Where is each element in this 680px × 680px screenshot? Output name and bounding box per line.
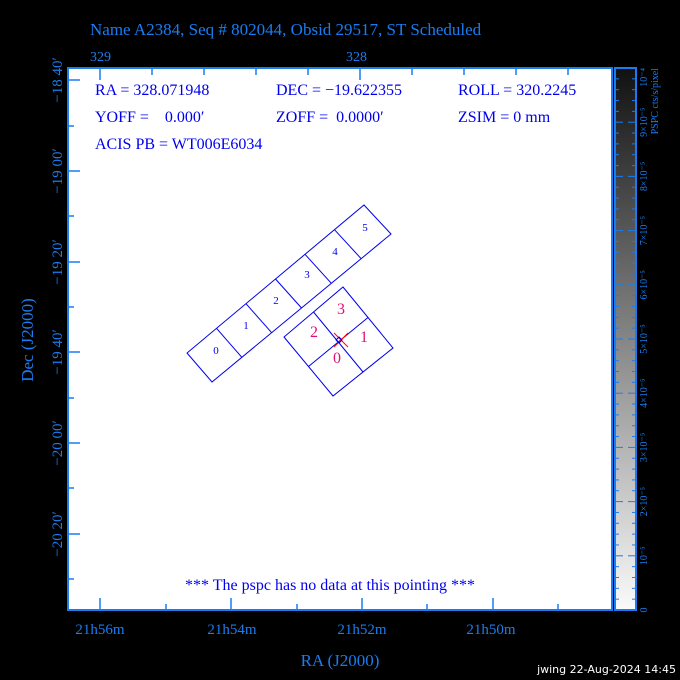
acis-s-divider (304, 253, 332, 284)
dec-value: DEC = −19.622355 (276, 82, 402, 99)
colorbar-label: 3×10⁻⁵ (639, 433, 650, 462)
colorbar-label: 6×10⁻⁵ (639, 270, 650, 299)
footer-timestamp: jwing 22-Aug-2024 14:45 (536, 663, 676, 676)
acis-i-chip-label: 1 (360, 329, 368, 346)
y-axis-title: Dec (J2000) (18, 298, 37, 382)
acis-i-chip-label: 0 (333, 350, 341, 367)
colorbar-label: 5×10⁻⁵ (639, 324, 650, 353)
acis-s-chip-label: 2 (273, 295, 279, 307)
acis-s-divider (245, 303, 273, 333)
colorbar-label: 7×10⁻⁵ (639, 216, 650, 245)
aimpoint-marker (333, 332, 349, 348)
colorbar-label: 4×10⁻⁵ (639, 378, 650, 407)
colorbar-label: 10⁻⁴ (639, 67, 650, 86)
acis-s-chip-label: 3 (304, 269, 310, 281)
colorbar-label: 9×10⁻⁵ (639, 107, 650, 136)
acis-s-chip-label: 4 (332, 246, 338, 258)
bottom-axis-label: 21h50m (466, 622, 516, 638)
acis-i-chip-label: 3 (337, 301, 345, 318)
acis-s-array (186, 204, 392, 383)
left-axis-label: −19 20′ (50, 239, 66, 285)
left-axis-label: −20 20′ (50, 511, 66, 557)
left-axis-label: −20 00′ (50, 420, 66, 466)
bottom-axis-label: 21h52m (337, 622, 387, 638)
bottom-axis-label: 21h56m (75, 622, 125, 638)
acis-s-divider (275, 278, 302, 309)
colorbar-label: 8×10⁻⁵ (639, 162, 650, 191)
bottom-axis-label: 21h54m (207, 622, 257, 638)
top-axis-label: 328 (346, 50, 367, 65)
acis-s-chip-label: 5 (362, 222, 368, 234)
colorbar-label: 0 (639, 608, 650, 613)
roll-value: ROLL = 320.2245 (458, 82, 576, 99)
left-axis-labels: −18 40′ −19 00′ −19 20′ −19 40′ −20 00′ … (50, 57, 66, 557)
colorbar-title: PSPC cts/s/pixel (650, 68, 661, 135)
acis-i-chip-label: 2 (310, 324, 318, 341)
top-axis-label: 329 (90, 50, 111, 65)
zsim-value: ZSIM = 0 mm (458, 109, 551, 126)
x-axis-title: RA (J2000) (301, 651, 380, 670)
acis-s-divider (216, 328, 243, 358)
no-data-message: *** The pspc has no data at this pointin… (185, 577, 475, 594)
acis-s-chip-label: 0 (213, 345, 219, 357)
colorbar-ticks (615, 67, 636, 611)
colorbar-label: 10⁻⁵ (639, 546, 650, 565)
plot-title: Name A2384, Seq # 802044, Obsid 29517, S… (90, 20, 482, 39)
left-axis-label: −18 40′ (50, 57, 66, 103)
zoff-value: ZOFF = 0.0000′ (276, 109, 384, 126)
left-axis-label: −19 00′ (50, 148, 66, 194)
colorbar-label: 2×10⁻⁵ (639, 487, 650, 516)
acis-s-chip-label: 1 (243, 320, 249, 332)
acis-i-outline (283, 286, 394, 397)
acis-s-divider (334, 229, 362, 260)
axis-ticks (68, 68, 569, 610)
acis-pb-value: ACIS PB = WT006E6034 (95, 136, 262, 153)
ra-value: RA = 328.071948 (95, 82, 209, 99)
yoff-value: YOFF = 0.000′ (95, 109, 204, 126)
left-axis-label: −19 40′ (50, 329, 66, 375)
